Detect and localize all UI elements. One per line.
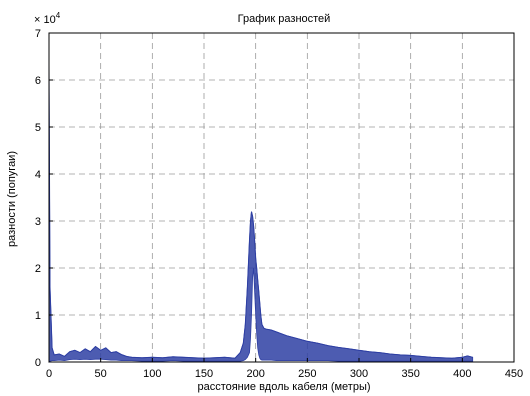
y-tick-label: 3: [35, 216, 41, 228]
series-upper-line: [48, 65, 473, 359]
x-tick-label: 250: [298, 368, 316, 380]
x-axis-label: расстояние вдоль кабеля (метры): [197, 381, 370, 393]
x-tick-label: 450: [505, 368, 523, 380]
y-tick-label: 2: [35, 263, 41, 275]
grid-layer: [49, 33, 514, 362]
chart-title: График разностей: [238, 13, 331, 25]
y-multiplier-label: × 104: [34, 11, 61, 26]
x-tick-label: 150: [195, 368, 213, 380]
y-tick-label: 0: [35, 357, 41, 369]
y-tick-label: 6: [35, 75, 41, 87]
x-tick-label: 350: [401, 368, 419, 380]
y-tick-label: 7: [35, 28, 41, 40]
plot-frame: [48, 32, 515, 363]
x-tick-label: 0: [46, 368, 52, 380]
x-tick-label: 100: [143, 368, 161, 380]
x-tick-label: 200: [246, 368, 264, 380]
tick-layer: 0 50 100 150 200 250 300 350 400 450 0 1 2 3 4 5 6 7: [35, 28, 523, 380]
y-tick-label: 1: [35, 310, 41, 322]
y-tick-label: 5: [35, 122, 41, 134]
series-layer: [48, 65, 474, 363]
y-axis-label: разности (попугаи): [6, 151, 18, 247]
x-tick-label: 400: [453, 368, 471, 380]
y-tick-label: 4: [35, 169, 41, 181]
y-multiplier-base: × 10: [34, 14, 56, 26]
x-tick-label: 300: [350, 368, 368, 380]
x-tick-label: 50: [95, 368, 107, 380]
y-multiplier-exponent: 4: [56, 11, 61, 20]
